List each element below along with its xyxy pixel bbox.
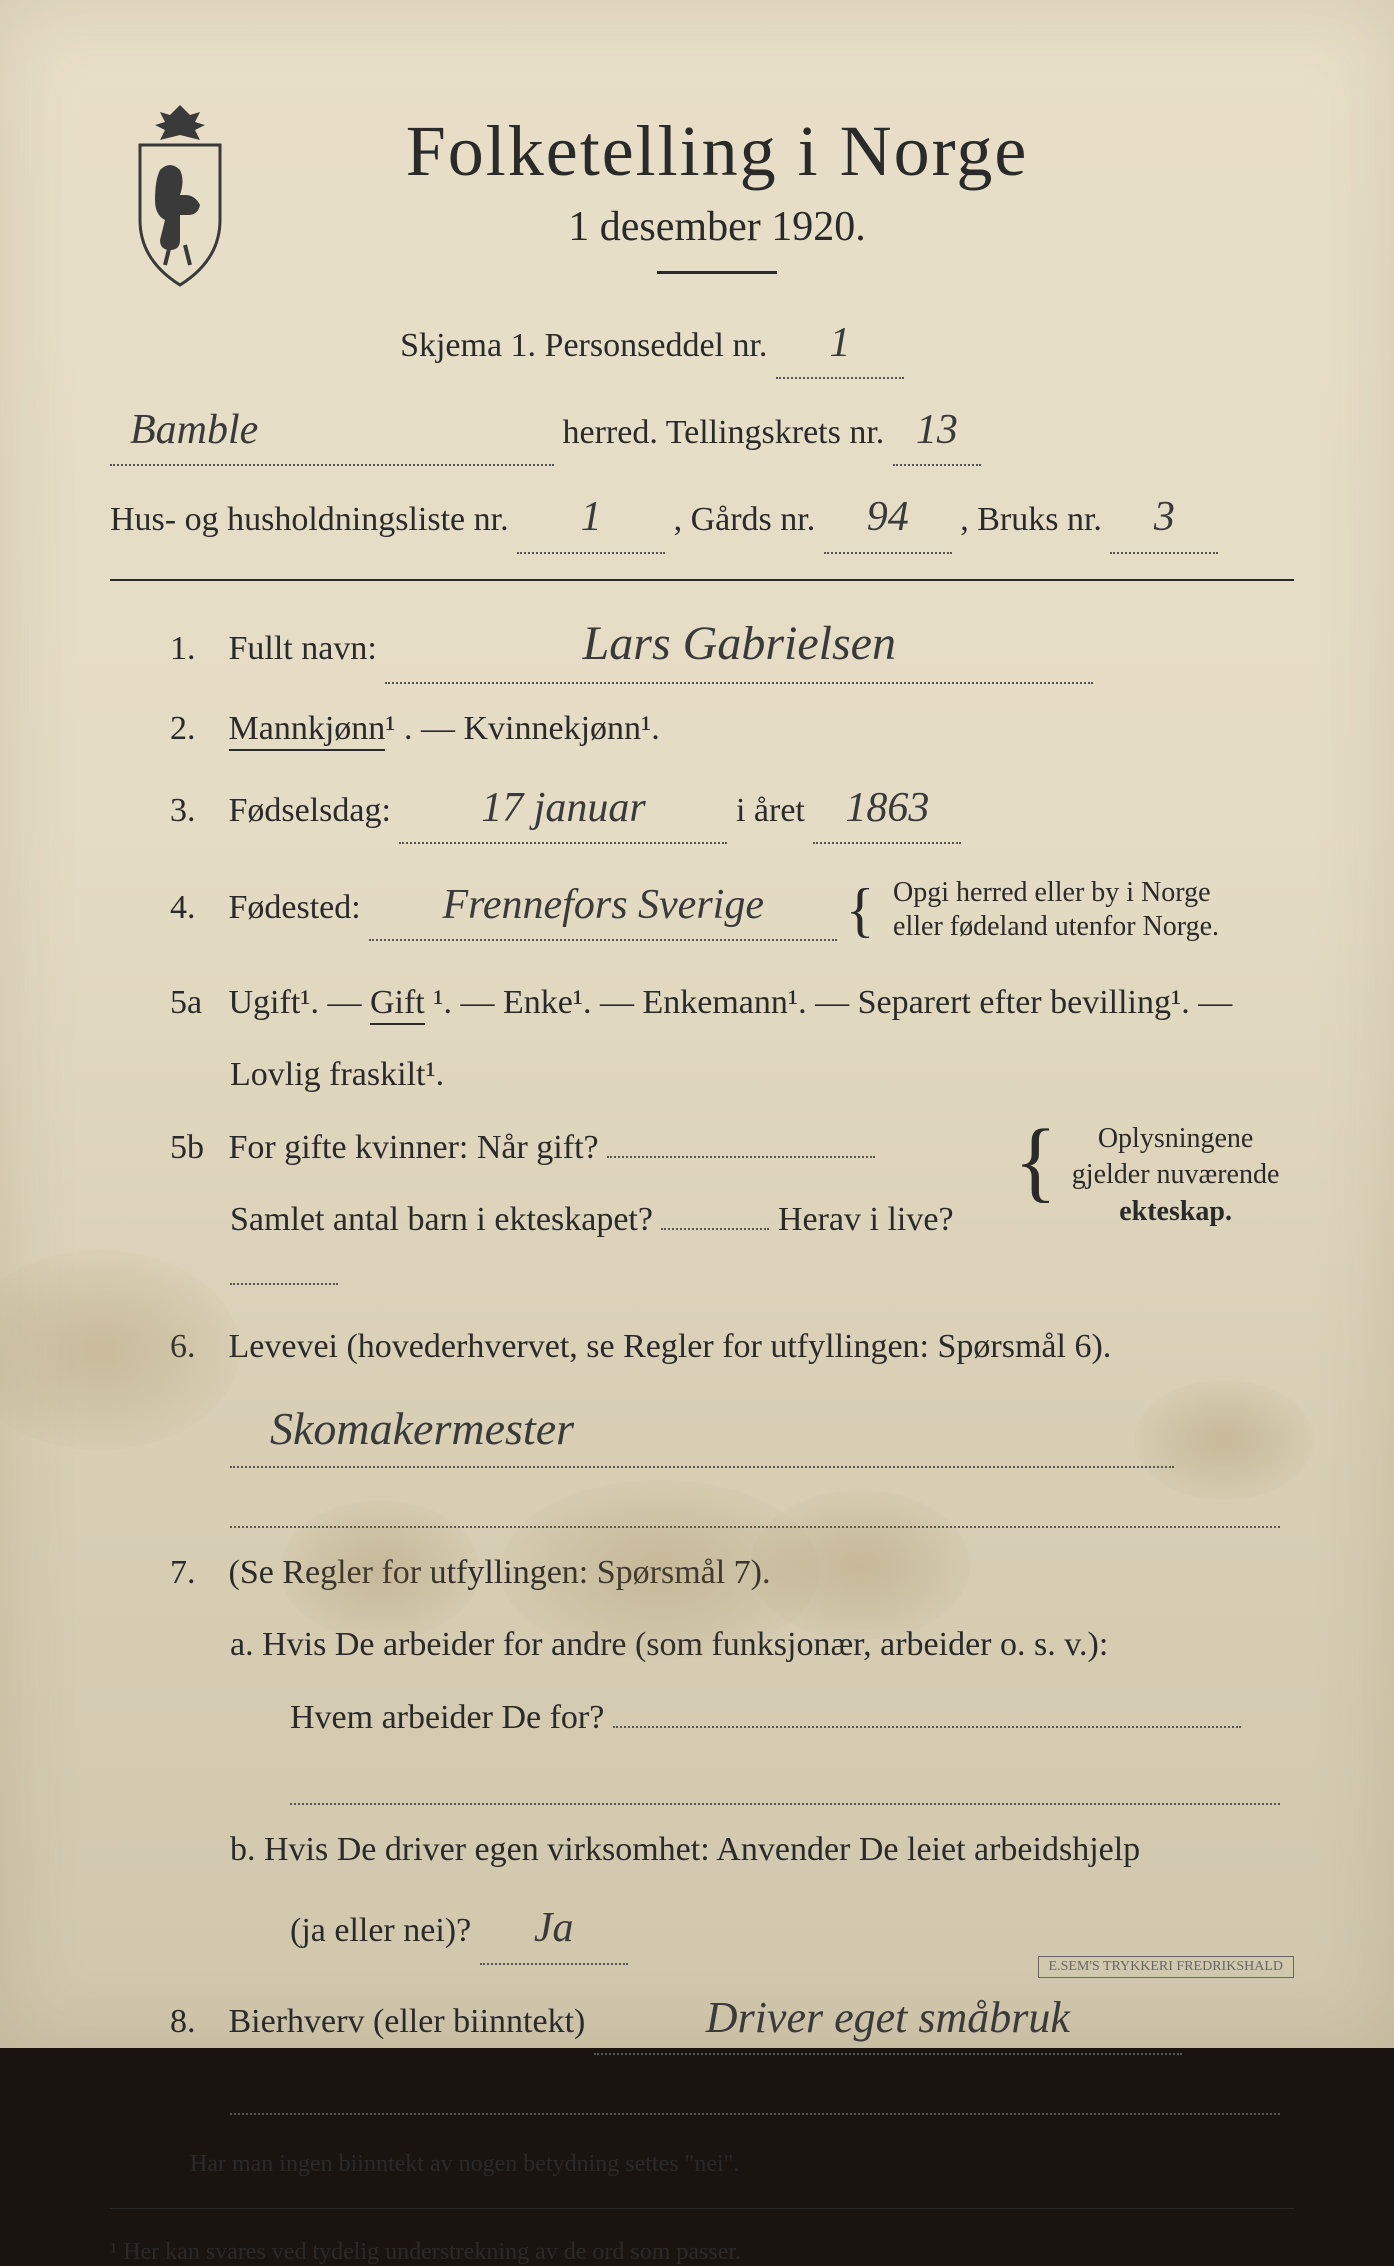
q4-note: Opgi herred eller by i Norge eller fødel… bbox=[893, 876, 1219, 943]
coat-of-arms-icon bbox=[110, 100, 250, 290]
herred-line: Bamble herred. Tellingskrets nr. 13 bbox=[110, 397, 1294, 466]
husliste-line: Hus- og husholdningsliste nr. 1 , Gårds … bbox=[110, 484, 1294, 553]
paper-stain bbox=[280, 1500, 480, 1640]
q3-line: 3. Fødselsdag: 17 januar i året 1863 bbox=[110, 775, 1294, 844]
q7b-line2: (ja eller nei)? Ja bbox=[110, 1895, 1294, 1964]
q7a-line2: Hvem arbeider De for? bbox=[110, 1691, 1294, 1745]
blank bbox=[661, 1228, 769, 1230]
q5a-line2: Lovlig fraskilt¹. bbox=[110, 1048, 1294, 1102]
q5b-line: { Oplysningene gjelder nuværende ekteska… bbox=[110, 1121, 1294, 1175]
q5a-text: Ugift¹. — bbox=[229, 984, 370, 1021]
q3-year: 1863 bbox=[813, 775, 961, 844]
paper-stain bbox=[1134, 1380, 1314, 1500]
q5a-lovlig: Lovlig fraskilt¹. bbox=[230, 1056, 444, 1093]
q5a-num: 5a bbox=[170, 976, 220, 1030]
q5b-herav: Herav i live? bbox=[778, 1201, 954, 1238]
blank-line bbox=[230, 2073, 1280, 2115]
q6-value: Skomakermester bbox=[230, 1392, 1174, 1468]
gaards-label: , Gårds nr. bbox=[674, 501, 816, 538]
footnote-rule bbox=[110, 2208, 1294, 2209]
bruks-label: , Bruks nr. bbox=[960, 501, 1102, 538]
q3-label: Fødselsdag: bbox=[229, 792, 391, 829]
husliste-nr: 1 bbox=[517, 484, 665, 553]
form-date: 1 desember 1920. bbox=[280, 203, 1154, 251]
census-form-page: Folketelling i Norge 1 desember 1920. Sk… bbox=[0, 0, 1394, 2048]
q5b-label: For gifte kvinner: Når gift? bbox=[229, 1129, 599, 1166]
q4-value: Frennefors Sverige bbox=[369, 872, 837, 941]
footnote: ¹ Her kan svares ved tydelig understrekn… bbox=[110, 2239, 1294, 2266]
q8-label: Bierhverv (eller biinntekt) bbox=[229, 2003, 586, 2040]
tellingskrets-nr: 13 bbox=[893, 397, 981, 466]
q4-label: Fødested: bbox=[229, 889, 361, 926]
q4-line: 4. Fødested: Frennefors Sverige { Opgi h… bbox=[110, 862, 1294, 958]
skjema-line: Skjema 1. Personseddel nr. 1 bbox=[110, 310, 1294, 379]
q1-line: 1. Fullt navn: Lars Gabrielsen bbox=[110, 606, 1294, 685]
q5a-rest: ¹. — Enke¹. — Enkemann¹. — Separert efte… bbox=[433, 984, 1232, 1021]
printer-mark: E.SEM'S TRYKKERI FREDRIKSHALD bbox=[1038, 1956, 1294, 1978]
herred-label: herred. Tellingskrets nr. bbox=[563, 414, 885, 451]
herred-value: Bamble bbox=[110, 397, 554, 466]
husliste-label: Hus- og husholdningsliste nr. bbox=[110, 501, 509, 538]
brace-icon: { bbox=[846, 877, 875, 943]
skjema-label: Skjema 1. Personseddel nr. bbox=[400, 327, 767, 364]
q5b-num: 5b bbox=[170, 1121, 220, 1175]
bruks-nr: 3 bbox=[1110, 484, 1218, 553]
personseddel-nr: 1 bbox=[776, 310, 904, 379]
q6-value-line: Skomakermester bbox=[110, 1392, 1294, 1468]
q8-num: 8. bbox=[170, 1995, 220, 2049]
brace-icon: { bbox=[1014, 1121, 1057, 1202]
q7a-hvem: Hvem arbeider De for? bbox=[290, 1699, 604, 1736]
q5b-note-block: { Oplysningene gjelder nuværende ekteska… bbox=[1014, 1121, 1294, 1230]
q7-num: 7. bbox=[170, 1546, 220, 1600]
blank bbox=[230, 1283, 338, 1285]
bottom-note: Har man ingen biinntekt av nogen betydni… bbox=[110, 2145, 1294, 2183]
sup: ¹ bbox=[385, 710, 395, 747]
q1-label: Fullt navn: bbox=[229, 630, 377, 667]
q2-line: 2. Mannkjønn¹ . — Kvinnekjønn¹. bbox=[110, 702, 1294, 756]
divider bbox=[657, 271, 777, 274]
q3-year-label: i året bbox=[736, 792, 813, 829]
gaards-nr: 94 bbox=[824, 484, 952, 553]
q6-line: 6. Levevei (hovederhvervet, se Regler fo… bbox=[110, 1320, 1294, 1374]
q7b-line: b. Hvis De driver egen virksomhet: Anven… bbox=[110, 1823, 1294, 1877]
header: Folketelling i Norge 1 desember 1920. bbox=[110, 90, 1294, 290]
blank-line bbox=[290, 1763, 1280, 1805]
q2-mannkjonn: Mannkjønn bbox=[229, 710, 386, 751]
q7b-value: Ja bbox=[480, 1895, 628, 1964]
q1-num: 1. bbox=[170, 622, 220, 676]
q8-value: Driver eget småbruk bbox=[594, 1983, 1182, 2055]
paper-stain bbox=[750, 1490, 970, 1640]
q5b-samlet: Samlet antal barn i ekteskapet? bbox=[230, 1201, 653, 1238]
q7b-label: b. Hvis De driver egen virksomhet: Anven… bbox=[230, 1831, 1140, 1868]
q1-value: Lars Gabrielsen bbox=[385, 606, 1093, 685]
q2-rest: . — Kvinnekjønn¹. bbox=[404, 710, 660, 747]
q3-num: 3. bbox=[170, 784, 220, 838]
q4-num: 4. bbox=[170, 881, 220, 935]
blank bbox=[613, 1726, 1241, 1728]
q8-line: 8. Bierhverv (eller biinntekt) Driver eg… bbox=[110, 1983, 1294, 2055]
q5b-blank bbox=[607, 1156, 875, 1158]
q2-num: 2. bbox=[170, 702, 220, 756]
q7b-janei: (ja eller nei)? bbox=[290, 1912, 471, 1949]
q5a-gift: Gift bbox=[370, 984, 425, 1025]
section-rule bbox=[110, 579, 1294, 581]
q6-label: Levevei (hovederhvervet, se Regler for u… bbox=[229, 1328, 1112, 1365]
title-block: Folketelling i Norge 1 desember 1920. bbox=[280, 90, 1294, 289]
q5a-line: 5a Ugift¹. — Gift ¹. — Enke¹. — Enkemann… bbox=[110, 976, 1294, 1030]
q3-day: 17 januar bbox=[399, 775, 727, 844]
form-title: Folketelling i Norge bbox=[280, 110, 1154, 193]
